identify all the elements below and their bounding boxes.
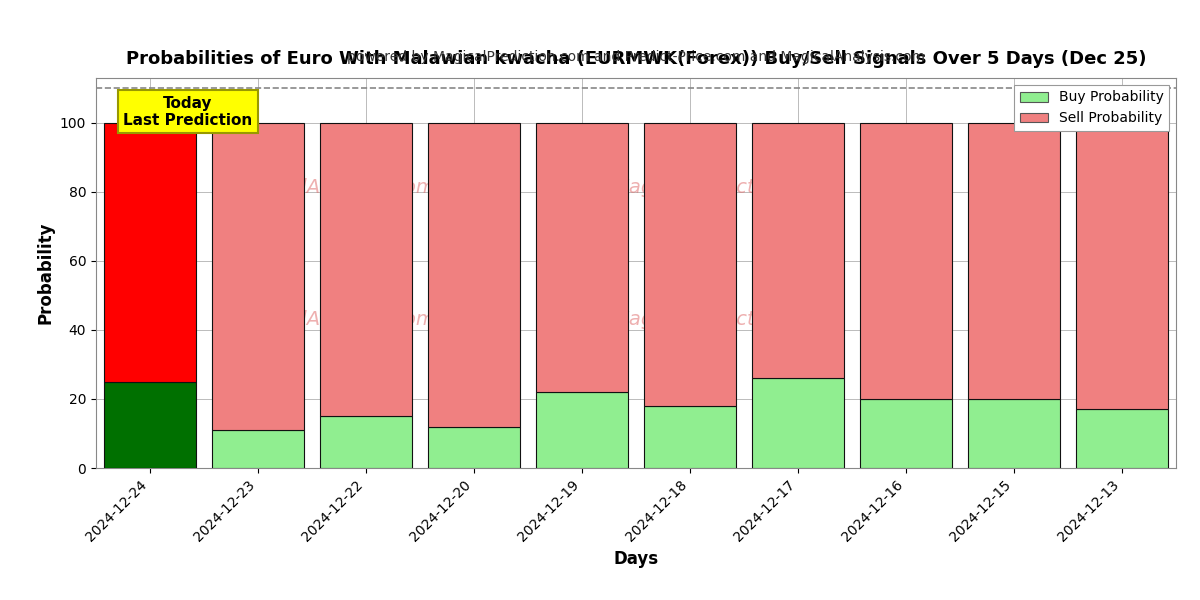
Bar bbox=[428, 427, 520, 468]
Bar bbox=[644, 123, 736, 406]
Text: MagicalAnalysis.com: MagicalAnalysis.com bbox=[232, 178, 436, 197]
Bar bbox=[212, 430, 304, 468]
Bar bbox=[212, 123, 304, 430]
Bar bbox=[752, 123, 844, 378]
Bar bbox=[320, 416, 412, 468]
Bar bbox=[968, 399, 1060, 468]
Title: Probabilities of Euro With Malawian kwacha (EURMWK(Forex)) Buy/Sell Signals Over: Probabilities of Euro With Malawian kwac… bbox=[126, 50, 1146, 68]
Text: powered by MagicalPrediction.com and Predict-Price.com and MagicalAnalysis.com: powered by MagicalPrediction.com and Pre… bbox=[347, 50, 925, 64]
Text: Today
Last Prediction: Today Last Prediction bbox=[124, 95, 252, 128]
Text: MagicalAnalysis.com: MagicalAnalysis.com bbox=[232, 310, 436, 329]
Text: MagicalPrediction.com: MagicalPrediction.com bbox=[612, 178, 833, 197]
Text: MagicalPrediction.com: MagicalPrediction.com bbox=[612, 310, 833, 329]
Bar bbox=[536, 123, 628, 392]
Bar bbox=[428, 123, 520, 427]
Bar bbox=[104, 382, 196, 468]
Bar bbox=[860, 399, 952, 468]
Bar bbox=[320, 123, 412, 416]
Bar bbox=[104, 123, 196, 382]
Bar bbox=[752, 378, 844, 468]
Bar bbox=[860, 123, 952, 399]
Bar bbox=[1076, 409, 1168, 468]
X-axis label: Days: Days bbox=[613, 550, 659, 568]
Legend: Buy Probability, Sell Probability: Buy Probability, Sell Probability bbox=[1014, 85, 1169, 131]
Bar bbox=[536, 392, 628, 468]
Bar bbox=[968, 123, 1060, 399]
Bar bbox=[644, 406, 736, 468]
Y-axis label: Probability: Probability bbox=[36, 222, 54, 324]
Bar bbox=[1076, 123, 1168, 409]
